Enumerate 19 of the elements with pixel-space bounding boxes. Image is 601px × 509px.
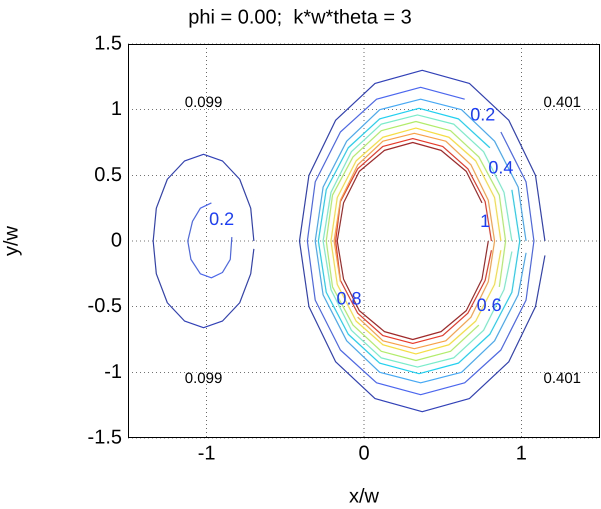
y-tick-label: 0 [110,230,122,252]
x-tick-label: 0 [358,442,370,465]
y-axis-title: y/w [0,225,23,256]
x-tick-label: -1 [198,442,216,465]
y-tick-label: -1 [104,360,122,383]
annotation: 0.401 [543,94,582,112]
series-label: 0.2 [470,104,496,125]
annotation: 0.401 [543,370,582,388]
chart-title: phi = 0.00; k*w*theta = 3 [188,6,412,29]
series-label: 0.2 [209,208,234,229]
y-tick-label: 1 [110,98,122,120]
y-tick-label: -1.5 [88,426,122,449]
x-axis-title: x/w [349,486,380,508]
y-tick-label: 1.5 [94,32,122,55]
y-tick-label: -0.5 [88,295,122,318]
y-tick-label: 0.5 [94,164,122,186]
x-tick-label: 1 [516,442,527,465]
annotation: 0.099 [184,370,222,388]
annotation: 0.099 [184,94,222,112]
